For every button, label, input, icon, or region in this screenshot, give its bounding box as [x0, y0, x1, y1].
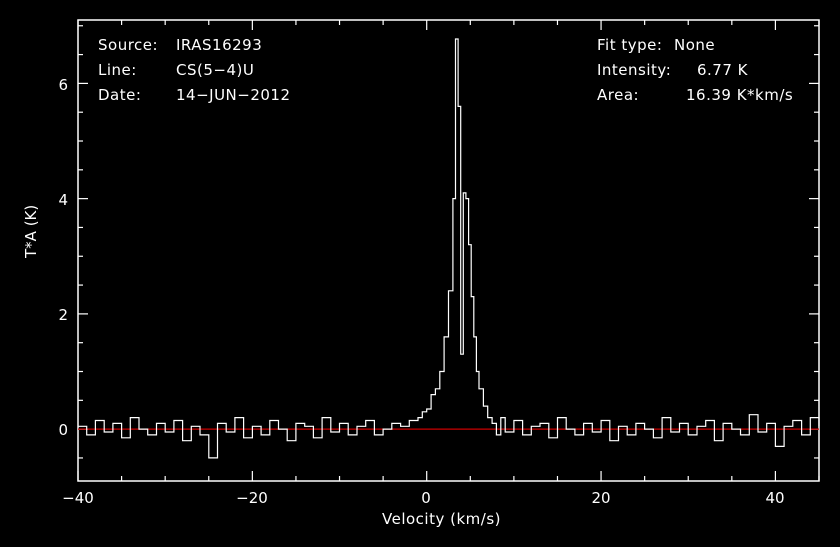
area-value: 16.39 K*km/s [686, 86, 794, 104]
plot-frame [77, 19, 820, 482]
x-axis-label: Velocity (km/s) [382, 510, 501, 528]
x-tick-label: −20 [236, 489, 268, 507]
date-key: Date: [98, 86, 142, 104]
x-tick-label: 0 [421, 489, 431, 507]
intensity-key: Intensity: [597, 61, 672, 79]
x-tick-label: 40 [765, 489, 785, 507]
x-tick-label: −40 [62, 489, 94, 507]
y-tick-label: 6 [58, 76, 68, 94]
y-tick-label: 0 [58, 421, 68, 439]
intensity-value: 6.77 K [697, 61, 749, 79]
source-value: IRAS16293 [176, 36, 263, 54]
y-axis-label: T*A (K) [22, 204, 40, 258]
x-tick-marks [77, 20, 820, 481]
fit-type-key: Fit type: [597, 36, 663, 54]
fit-type-value: None [674, 36, 716, 54]
spectrum-series-line [78, 38, 820, 459]
y-tick-label: 2 [58, 306, 68, 324]
y-tick-label: 4 [58, 191, 68, 209]
area-key: Area: [597, 86, 640, 104]
line-key: Line: [98, 61, 137, 79]
date-value: 14−JUN−2012 [176, 86, 291, 104]
source-key: Source: [98, 36, 159, 54]
x-tick-label: 20 [591, 489, 611, 507]
line-value: CS(5−4)U [176, 61, 255, 79]
